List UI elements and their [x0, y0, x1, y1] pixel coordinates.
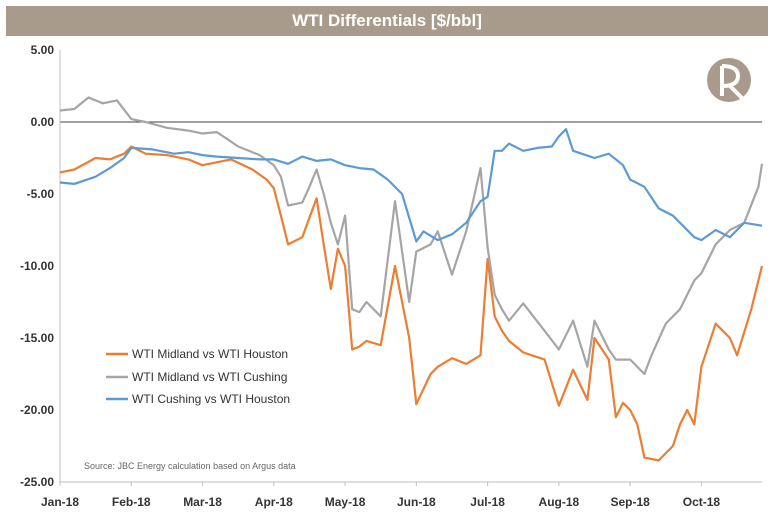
y-tick-label: -10.00: [20, 259, 54, 273]
series-line-3: [59, 128, 763, 243]
y-tick-label: -25.00: [20, 475, 54, 489]
x-tick-label: May-18: [325, 495, 366, 509]
x-tick-label: Jul-18: [470, 495, 505, 509]
logo-circle: [707, 58, 751, 102]
x-tick-label: Apr-18: [255, 495, 293, 509]
legend: WTI Midland vs WTI Houston WTI Midland vs…: [106, 347, 290, 406]
series-line-1: [59, 145, 764, 462]
x-tick-label: Aug-18: [539, 495, 580, 509]
y-tick-label: -15.00: [20, 331, 54, 345]
x-tick-label: Feb-18: [112, 495, 151, 509]
x-tick-label: Jun-18: [397, 495, 436, 509]
x-tick-label: Mar-18: [183, 495, 222, 509]
y-tick-label: 5.00: [31, 43, 55, 57]
chart-title: WTI Differentials [$/bbl]: [6, 6, 768, 36]
y-tick-label: -20.00: [20, 403, 54, 417]
y-tick-label: 0.00: [31, 115, 55, 129]
source-note: Source: JBC Energy calculation based on …: [84, 461, 296, 471]
logo-mark: [720, 64, 744, 100]
series-line-2: [59, 96, 764, 376]
legend-label: WTI Cushing vs WTI Houston: [132, 392, 290, 406]
axes: 5.00 0.00 -5.00 -10.00 -15.00 -20.00 -25.00 Jan…: [20, 43, 762, 509]
jbc-logo: [707, 58, 751, 102]
x-tick-label: Jan-18: [41, 495, 79, 509]
legend-label: WTI Midland vs WTI Houston: [132, 347, 288, 361]
x-tick-label: Sep-18: [610, 495, 650, 509]
series-lines: [59, 96, 764, 462]
y-tick-label: -5.00: [27, 187, 55, 201]
x-tick-label: Oct-18: [683, 495, 721, 509]
legend-label: WTI Midland vs WTI Cushing: [132, 370, 287, 384]
